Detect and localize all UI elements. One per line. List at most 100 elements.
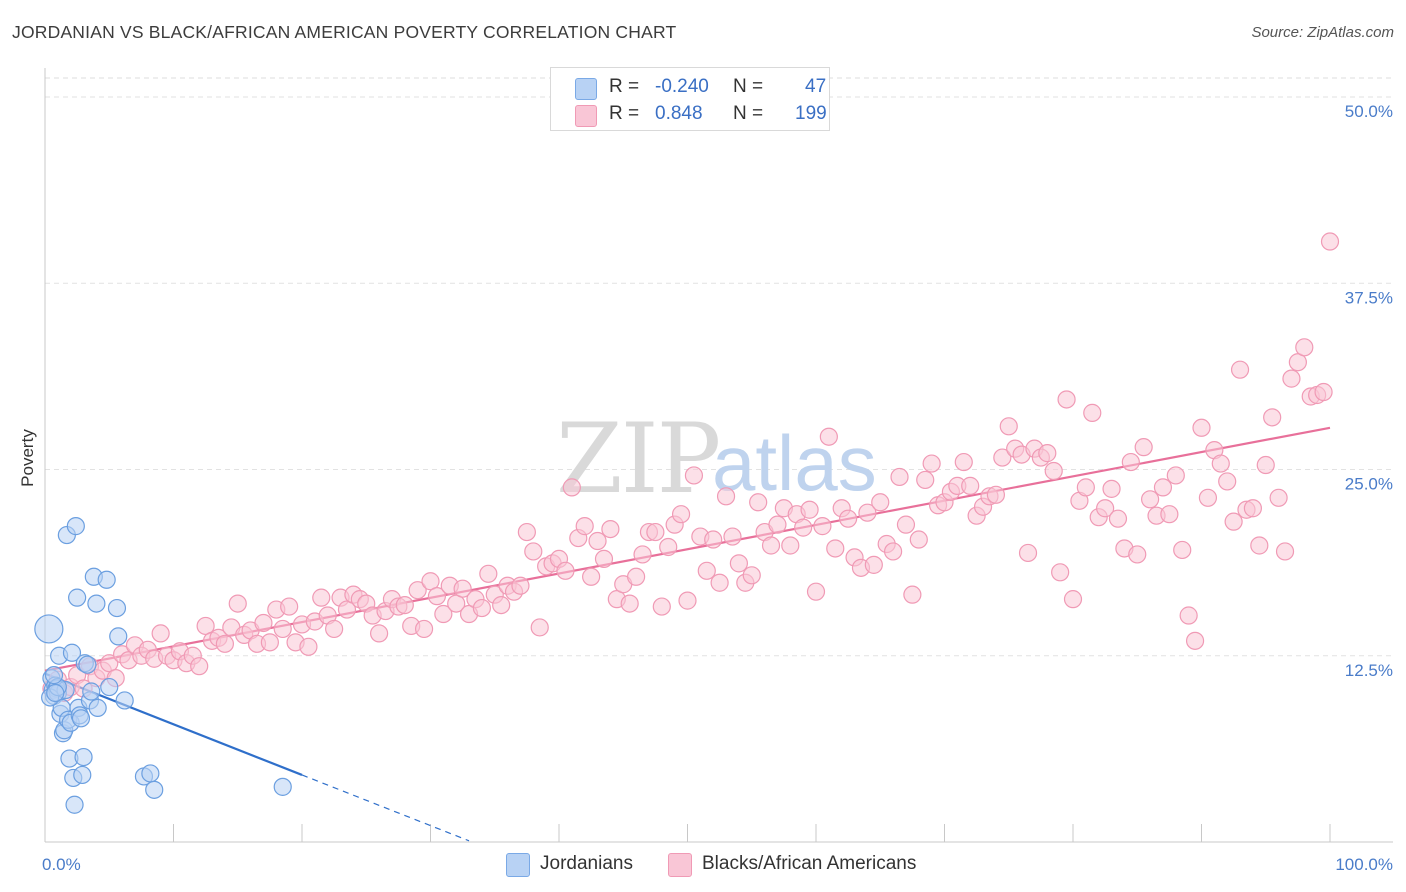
jordanian-point bbox=[68, 588, 87, 607]
black-african-american-point bbox=[1224, 512, 1243, 531]
legend-r-value: 0.848 bbox=[655, 103, 703, 124]
jordanian-point bbox=[88, 698, 107, 718]
black-african-american-point bbox=[864, 555, 883, 574]
jordanian-point bbox=[62, 643, 82, 662]
axes bbox=[44, 68, 1393, 843]
black-african-american-point bbox=[922, 454, 941, 473]
black-african-american-point bbox=[646, 522, 665, 542]
jordanian-point bbox=[34, 614, 64, 644]
black-african-american-point bbox=[858, 503, 877, 522]
black-african-american-point bbox=[1121, 452, 1140, 472]
black-african-american-point bbox=[729, 554, 749, 573]
black-african-american-point bbox=[479, 564, 498, 583]
grid-lines bbox=[45, 77, 1393, 657]
black-african-american-point bbox=[556, 561, 575, 580]
black-african-american-point bbox=[839, 509, 858, 528]
black-african-american-point bbox=[1185, 631, 1205, 650]
bottom-legend-swatch-blacks bbox=[668, 853, 692, 877]
black-african-american-point bbox=[1057, 390, 1076, 409]
black-african-american-point bbox=[954, 452, 973, 472]
black-african-american-point bbox=[961, 476, 980, 495]
legend-n-label: N = bbox=[733, 76, 764, 97]
black-african-american-point bbox=[871, 493, 890, 512]
jordanian-point bbox=[74, 747, 93, 767]
black-african-american-point bbox=[1044, 461, 1063, 481]
black-african-american-point bbox=[1160, 505, 1179, 524]
black-african-american-point bbox=[761, 536, 781, 555]
black-african-american-point bbox=[190, 657, 209, 676]
black-african-american-point bbox=[408, 581, 427, 600]
jordanian-point bbox=[82, 682, 101, 701]
black-african-american-point bbox=[370, 624, 389, 643]
black-african-american-point bbox=[684, 466, 704, 485]
legend-r-label: R = bbox=[609, 103, 640, 124]
black-african-american-point bbox=[723, 527, 742, 546]
black-african-american-point bbox=[1134, 438, 1153, 457]
x-tick-labels: 0.0% 100.0% bbox=[42, 855, 1393, 874]
black-african-american-point bbox=[260, 633, 279, 652]
jordanian-point bbox=[109, 627, 128, 646]
jordanian-point bbox=[78, 655, 97, 674]
black-african-american-point bbox=[434, 604, 453, 624]
watermark: ZIP atlas bbox=[556, 403, 877, 515]
jordanian-point bbox=[273, 777, 292, 796]
black-african-american-point bbox=[594, 549, 614, 569]
black-african-american-point bbox=[1108, 509, 1128, 528]
jordanian-point bbox=[100, 677, 119, 697]
jordanian-point bbox=[71, 709, 91, 728]
black-african-american-point bbox=[1295, 338, 1314, 357]
black-african-american-point bbox=[414, 619, 434, 639]
black-african-american-point bbox=[1153, 478, 1173, 497]
black-african-american-point bbox=[517, 522, 536, 542]
black-african-american-point bbox=[228, 594, 247, 613]
x-tick-label-end: 100.0% bbox=[1335, 855, 1393, 874]
black-african-american-point bbox=[626, 567, 646, 586]
black-african-american-point bbox=[1269, 488, 1288, 507]
jordanian-point bbox=[141, 764, 160, 783]
black-african-american-point bbox=[993, 448, 1012, 467]
bottom-legend-label: Jordanians bbox=[540, 853, 633, 874]
black-african-american-point bbox=[909, 530, 928, 549]
black-african-american-point bbox=[524, 542, 543, 561]
black-african-american-point bbox=[800, 500, 819, 519]
chart-title: JORDANIAN VS BLACK/AFRICAN AMERICAN POVE… bbox=[12, 22, 677, 42]
black-african-american-point bbox=[1102, 479, 1121, 498]
y-axis-label: Poverty bbox=[18, 429, 37, 487]
black-african-american-point bbox=[1018, 543, 1038, 563]
black-african-american-point bbox=[916, 470, 935, 490]
black-african-american-point bbox=[794, 518, 813, 537]
black-african-american-point bbox=[659, 537, 678, 557]
black-african-american-point bbox=[1230, 360, 1250, 379]
black-african-american-point bbox=[1128, 545, 1147, 564]
black-african-american-point bbox=[1275, 542, 1295, 561]
black-african-american-point bbox=[1282, 369, 1301, 388]
jordanian-point bbox=[66, 517, 85, 536]
black-african-american-point bbox=[1192, 418, 1211, 437]
black-african-american-point bbox=[671, 505, 691, 524]
legend-row-blacks: R = 0.848 N = 199 bbox=[551, 100, 829, 128]
black-african-american-point bbox=[453, 579, 472, 598]
black-african-american-point bbox=[1140, 490, 1160, 509]
black-african-american-point bbox=[620, 594, 639, 613]
black-african-american-point bbox=[806, 582, 826, 601]
jordanian-point bbox=[73, 765, 92, 785]
x-tick-label-start: 0.0% bbox=[42, 855, 81, 874]
legend-r-value: -0.240 bbox=[655, 76, 709, 97]
black-african-american-point bbox=[986, 485, 1006, 504]
black-african-american-point bbox=[819, 427, 838, 446]
black-african-american-point bbox=[697, 561, 716, 580]
black-african-american-point bbox=[280, 597, 299, 616]
y-tick-label: 25.0% bbox=[1345, 475, 1393, 494]
black-african-american-point bbox=[1166, 466, 1185, 485]
black-african-american-point bbox=[1063, 590, 1083, 609]
watermark-zip: ZIP bbox=[556, 403, 719, 515]
black-african-american-point bbox=[1083, 403, 1102, 422]
legend-swatch-jordanians bbox=[575, 78, 597, 100]
y-tick-label: 37.5% bbox=[1345, 288, 1393, 307]
black-african-american-point bbox=[1218, 472, 1237, 491]
legend-n-value: 199 bbox=[795, 103, 827, 124]
black-african-american-point bbox=[716, 487, 736, 506]
black-african-american-point bbox=[896, 515, 916, 534]
black-african-american-point bbox=[1320, 232, 1340, 251]
